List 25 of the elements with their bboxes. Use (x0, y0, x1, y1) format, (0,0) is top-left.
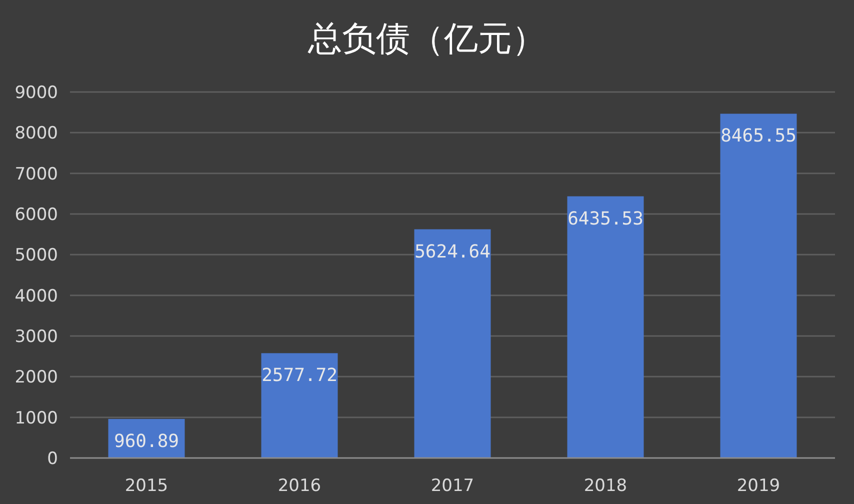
chart-title: 总负债（亿元） (307, 19, 546, 59)
x-tick-label: 2018 (584, 476, 628, 496)
y-tick-label: 0 (47, 449, 58, 469)
y-tick-label: 2000 (14, 368, 58, 388)
x-tick-label: 2017 (430, 476, 474, 496)
x-tick-label: 2015 (124, 476, 168, 496)
bar (720, 114, 797, 458)
y-tick-label: 8000 (14, 124, 58, 144)
x-tick-label: 2016 (278, 476, 322, 496)
y-tick-label: 5000 (14, 246, 58, 266)
y-tick-label: 7000 (14, 164, 58, 184)
y-tick-label: 9000 (14, 83, 58, 103)
bar (261, 353, 338, 458)
data-label: 960.89 (114, 430, 180, 452)
data-label: 2577.72 (262, 365, 338, 386)
data-label: 6435.53 (568, 208, 644, 230)
y-tick-label: 3000 (14, 327, 58, 347)
bar (567, 196, 644, 458)
data-label: 8465.55 (720, 126, 796, 147)
y-tick-label: 1000 (14, 408, 58, 428)
x-tick-label: 2019 (736, 476, 780, 496)
bar (414, 229, 491, 458)
data-label: 5624.64 (414, 241, 490, 262)
y-tick-label: 4000 (14, 286, 58, 306)
y-tick-label: 6000 (14, 205, 58, 225)
